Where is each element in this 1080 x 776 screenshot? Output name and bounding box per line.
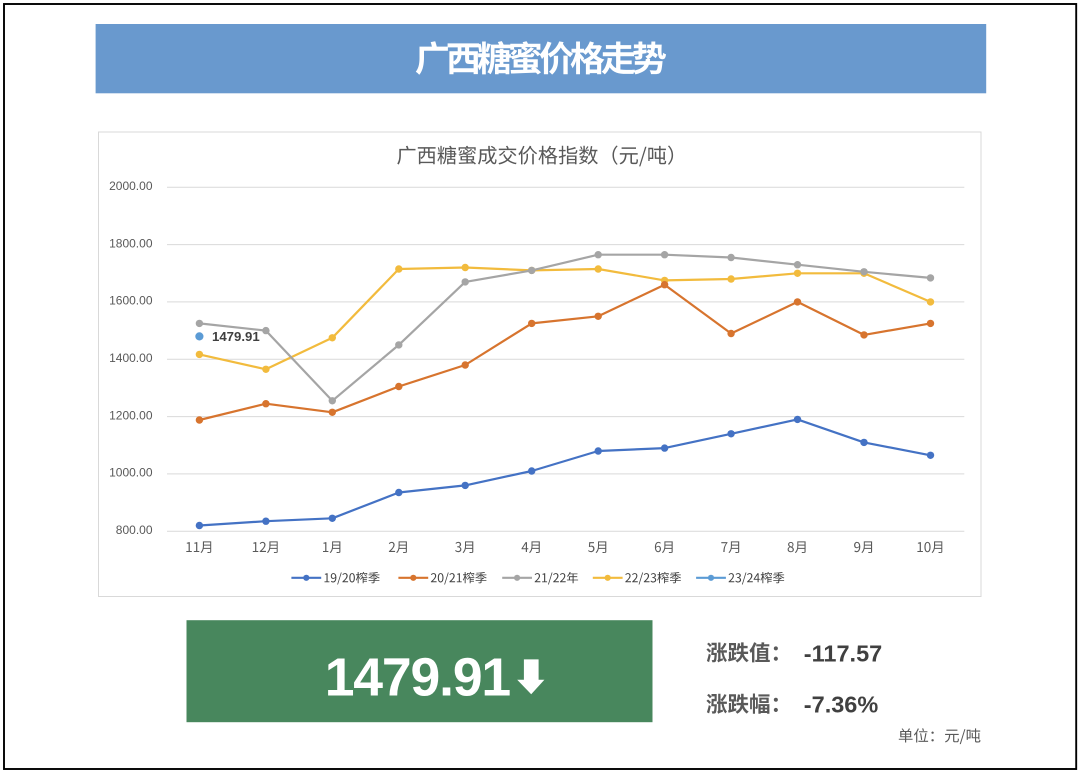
svg-text:1479.91: 1479.91 [325, 648, 511, 707]
svg-text:1600.00: 1600.00 [109, 294, 153, 308]
svg-text:1400.00: 1400.00 [109, 351, 153, 365]
svg-text:1200.00: 1200.00 [109, 408, 153, 422]
svg-text:1000.00: 1000.00 [109, 466, 153, 480]
svg-text:1800.00: 1800.00 [109, 236, 153, 250]
svg-text:-7.36%: -7.36% [804, 692, 879, 718]
svg-text:2000.00: 2000.00 [109, 179, 153, 193]
svg-text:-117.57: -117.57 [804, 640, 882, 666]
svg-text:800.00: 800.00 [116, 523, 153, 537]
svg-text:1479.91: 1479.91 [212, 329, 260, 344]
